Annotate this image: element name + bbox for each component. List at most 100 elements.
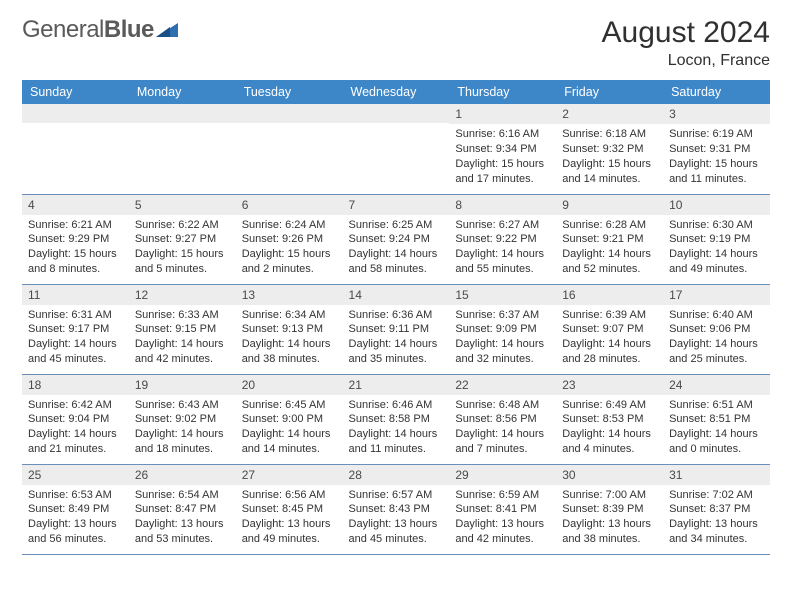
cell-body: Sunrise: 6:36 AMSunset: 9:11 PMDaylight:… <box>343 305 450 373</box>
sunset-value: 9:06 PM <box>709 323 750 335</box>
calendar-cell <box>343 104 450 194</box>
calendar-row: 1Sunrise: 6:16 AMSunset: 9:34 PMDaylight… <box>22 104 770 194</box>
day-number: 28 <box>343 465 450 485</box>
daylight-label: Daylight: <box>349 428 395 440</box>
day-number: 16 <box>556 285 663 305</box>
sunrise-label: Sunrise: <box>349 219 392 231</box>
sunrise-label: Sunrise: <box>242 399 285 411</box>
sunset-value: 8:45 PM <box>282 503 323 515</box>
sunset-value: 9:22 PM <box>496 233 537 245</box>
day-number: 4 <box>22 195 129 215</box>
cell-body: Sunrise: 6:31 AMSunset: 9:17 PMDaylight:… <box>22 305 129 373</box>
day-number: 31 <box>663 465 770 485</box>
cell-body: Sunrise: 6:22 AMSunset: 9:27 PMDaylight:… <box>129 215 236 283</box>
daylight-label: Daylight: <box>562 158 608 170</box>
sunset-label: Sunset: <box>242 323 282 335</box>
day-number-empty <box>22 104 129 123</box>
sunset-value: 9:09 PM <box>496 323 537 335</box>
day-number: 8 <box>449 195 556 215</box>
calendar-row: 25Sunrise: 6:53 AMSunset: 8:49 PMDayligh… <box>22 464 770 554</box>
sunrise-label: Sunrise: <box>349 309 392 321</box>
cell-body: Sunrise: 6:43 AMSunset: 9:02 PMDaylight:… <box>129 395 236 463</box>
calendar-table: SundayMondayTuesdayWednesdayThursdayFrid… <box>22 80 770 555</box>
sunrise-value: 6:22 AM <box>178 219 218 231</box>
sunrise-label: Sunrise: <box>135 309 178 321</box>
sunrise-value: 6:56 AM <box>285 489 325 501</box>
sunrise-value: 6:45 AM <box>285 399 325 411</box>
day-number: 3 <box>663 104 770 124</box>
sunrise-label: Sunrise: <box>242 309 285 321</box>
sunrise-value: 6:51 AM <box>712 399 752 411</box>
sunrise-value: 6:48 AM <box>499 399 539 411</box>
daylight-label: Daylight: <box>669 338 715 350</box>
sunset-value: 9:32 PM <box>603 143 644 155</box>
day-number: 23 <box>556 375 663 395</box>
cell-body-empty <box>236 123 343 183</box>
sunset-label: Sunset: <box>669 503 709 515</box>
sunrise-value: 6:36 AM <box>392 309 432 321</box>
day-number: 17 <box>663 285 770 305</box>
sunrise-label: Sunrise: <box>349 489 392 501</box>
day-number: 14 <box>343 285 450 305</box>
sunrise-value: 6:53 AM <box>71 489 111 501</box>
daylight-label: Daylight: <box>669 248 715 260</box>
sunset-value: 9:00 PM <box>282 413 323 425</box>
logo-triangle-icon <box>156 21 178 39</box>
calendar-cell: 22Sunrise: 6:48 AMSunset: 8:56 PMDayligh… <box>449 374 556 464</box>
sunrise-label: Sunrise: <box>562 489 605 501</box>
sunrise-value: 6:24 AM <box>285 219 325 231</box>
sunrise-label: Sunrise: <box>28 489 71 501</box>
logo-text: GeneralBlue <box>22 16 154 44</box>
cell-body: Sunrise: 6:16 AMSunset: 9:34 PMDaylight:… <box>449 124 556 192</box>
cell-body-empty <box>129 123 236 183</box>
day-number: 10 <box>663 195 770 215</box>
cell-body: Sunrise: 6:54 AMSunset: 8:47 PMDaylight:… <box>129 485 236 553</box>
sunrise-value: 6:28 AM <box>606 219 646 231</box>
cell-body: Sunrise: 6:25 AMSunset: 9:24 PMDaylight:… <box>343 215 450 283</box>
sunset-label: Sunset: <box>135 503 175 515</box>
weekday-header: Saturday <box>663 80 770 104</box>
calendar-cell: 8Sunrise: 6:27 AMSunset: 9:22 PMDaylight… <box>449 194 556 284</box>
sunrise-label: Sunrise: <box>562 128 605 140</box>
day-number: 26 <box>129 465 236 485</box>
daylight-label: Daylight: <box>135 428 181 440</box>
cell-body-empty <box>22 123 129 183</box>
daylight-label: Daylight: <box>455 518 501 530</box>
sunset-value: 8:37 PM <box>709 503 750 515</box>
sunrise-label: Sunrise: <box>242 489 285 501</box>
sunrise-value: 7:00 AM <box>606 489 646 501</box>
sunset-label: Sunset: <box>349 323 389 335</box>
cell-body: Sunrise: 6:49 AMSunset: 8:53 PMDaylight:… <box>556 395 663 463</box>
sunset-label: Sunset: <box>455 233 495 245</box>
sunset-label: Sunset: <box>455 503 495 515</box>
sunset-label: Sunset: <box>28 503 68 515</box>
daylight-label: Daylight: <box>455 158 501 170</box>
calendar-cell: 12Sunrise: 6:33 AMSunset: 9:15 PMDayligh… <box>129 284 236 374</box>
calendar-cell: 28Sunrise: 6:57 AMSunset: 8:43 PMDayligh… <box>343 464 450 554</box>
day-number: 19 <box>129 375 236 395</box>
sunset-value: 9:31 PM <box>709 143 750 155</box>
sunrise-value: 6:18 AM <box>606 128 646 140</box>
title-block: August 2024 Locon, France <box>602 16 770 70</box>
sunrise-label: Sunrise: <box>349 399 392 411</box>
sunrise-value: 6:27 AM <box>499 219 539 231</box>
daylight-label: Daylight: <box>135 338 181 350</box>
calendar-cell: 21Sunrise: 6:46 AMSunset: 8:58 PMDayligh… <box>343 374 450 464</box>
calendar-cell: 10Sunrise: 6:30 AMSunset: 9:19 PMDayligh… <box>663 194 770 284</box>
logo-part1: General <box>22 16 104 43</box>
cell-body: Sunrise: 6:48 AMSunset: 8:56 PMDaylight:… <box>449 395 556 463</box>
daylight-label: Daylight: <box>455 428 501 440</box>
sunrise-value: 6:42 AM <box>71 399 111 411</box>
weekday-header: Thursday <box>449 80 556 104</box>
cell-body: Sunrise: 6:24 AMSunset: 9:26 PMDaylight:… <box>236 215 343 283</box>
sunrise-value: 6:46 AM <box>392 399 432 411</box>
sunset-value: 9:15 PM <box>175 323 216 335</box>
cell-body: Sunrise: 6:21 AMSunset: 9:29 PMDaylight:… <box>22 215 129 283</box>
cell-body: Sunrise: 6:42 AMSunset: 9:04 PMDaylight:… <box>22 395 129 463</box>
sunset-label: Sunset: <box>28 323 68 335</box>
sunset-label: Sunset: <box>562 143 602 155</box>
weekday-header: Wednesday <box>343 80 450 104</box>
day-number: 9 <box>556 195 663 215</box>
sunrise-label: Sunrise: <box>455 219 498 231</box>
cell-body: Sunrise: 6:27 AMSunset: 9:22 PMDaylight:… <box>449 215 556 283</box>
